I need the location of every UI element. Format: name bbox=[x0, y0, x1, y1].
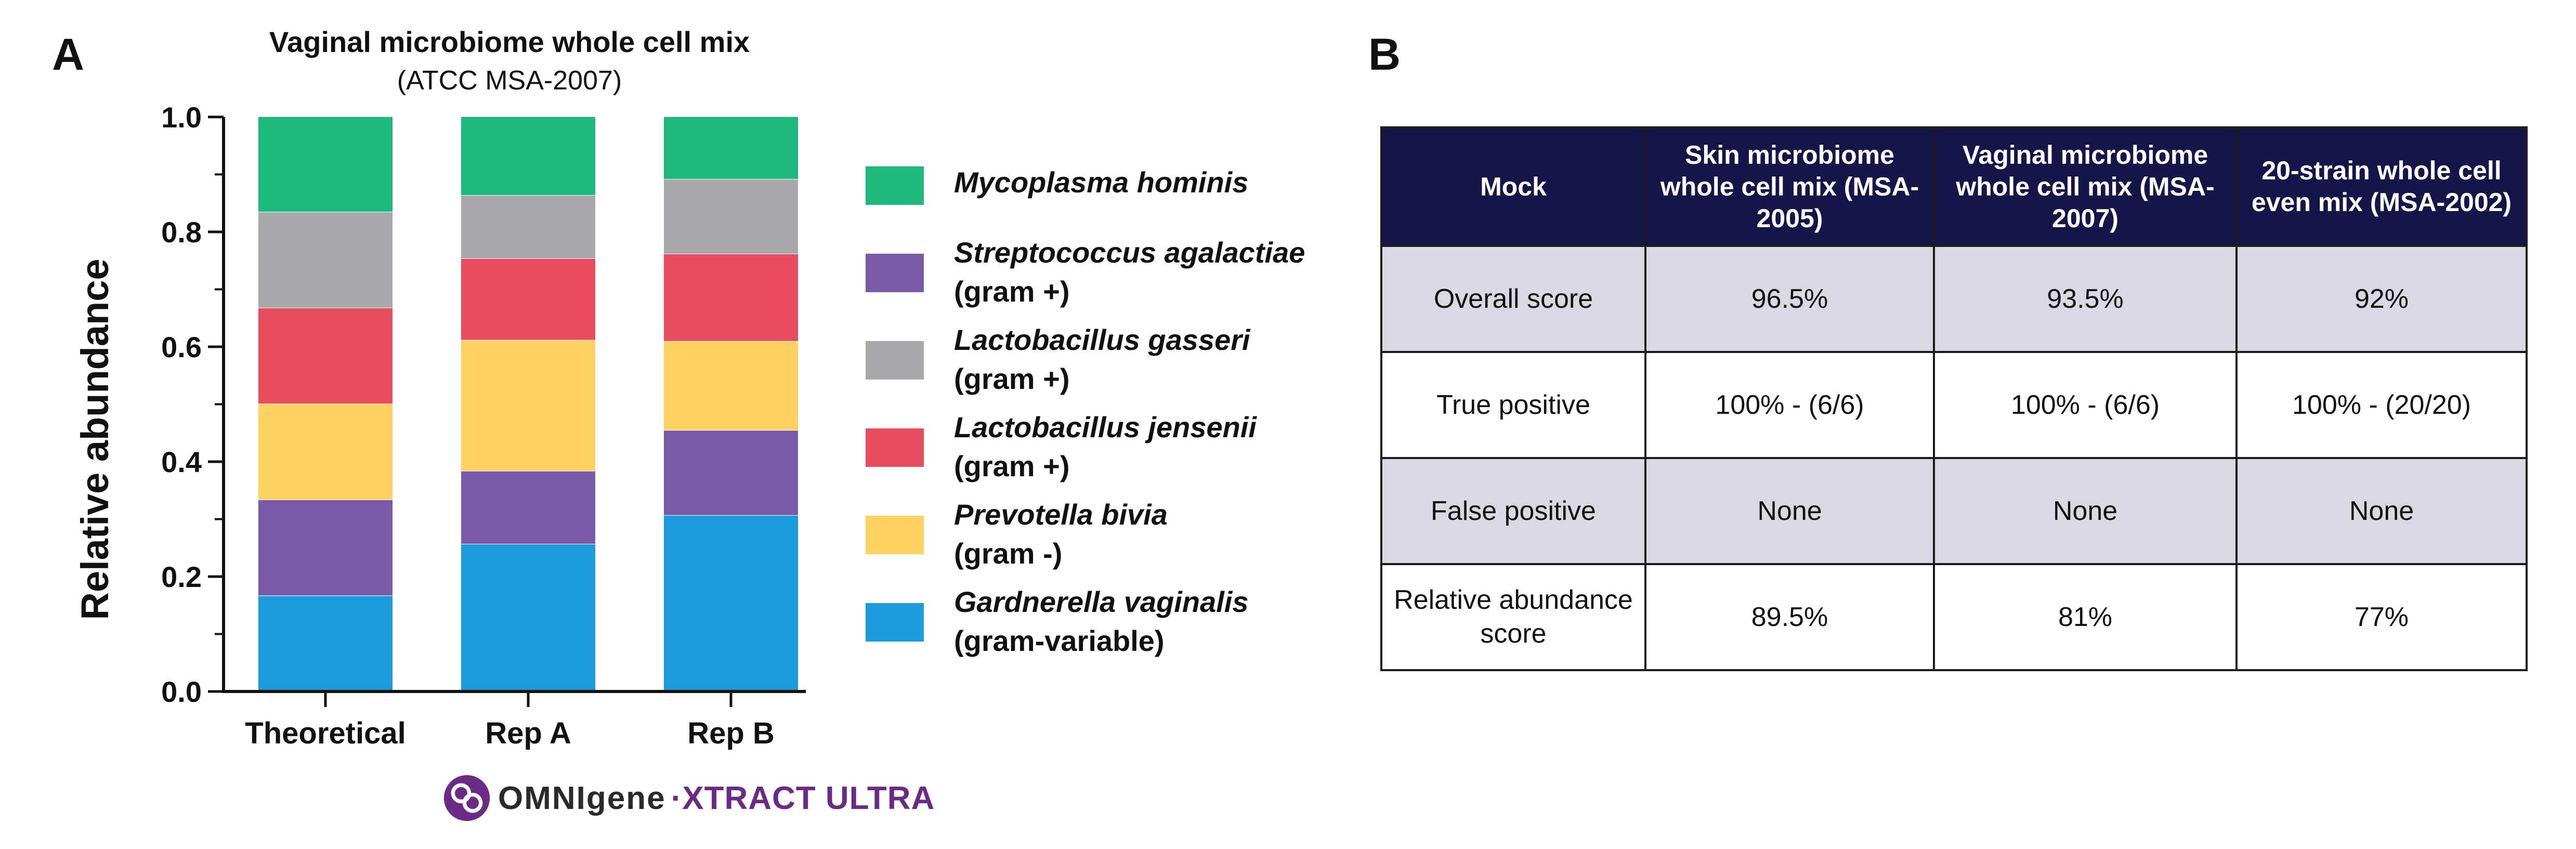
brand-logo: OMNIgene ·XTRACT ULTRA bbox=[443, 772, 935, 824]
table-cell: 96.5% bbox=[1644, 245, 1935, 353]
bar-segment-rep-b-gardnerella-vaginalis bbox=[664, 515, 798, 691]
legend-label: Mycoplasma hominis bbox=[954, 166, 1248, 199]
y-tick-label: 0.6 bbox=[161, 331, 202, 363]
omnigene-logo-icon bbox=[443, 775, 490, 821]
table-row: Overall score 96.5% 93.5% 92% bbox=[1380, 245, 2528, 353]
table-header-row: Mock Skin microbiome whole cell mix (MSA… bbox=[1380, 126, 2528, 247]
y-tick-label: 0.4 bbox=[161, 446, 202, 478]
x-tick-label: Theoretical bbox=[245, 716, 406, 750]
bar-segment-theoretical-mycoplasma-hominis bbox=[258, 117, 393, 212]
legend: Mycoplasma hominis Streptococcus agalacti… bbox=[866, 166, 1305, 657]
bar-segment-theoretical-lactobacillus-jensenii bbox=[258, 307, 393, 404]
brand-name: OMNIgene bbox=[498, 780, 666, 816]
header-skin-mix: Skin microbiome whole cell mix (MSA-2005… bbox=[1644, 126, 1935, 247]
results-table: Mock Skin microbiome whole cell mix (MSA… bbox=[1380, 126, 2528, 671]
legend-item-gardnerella-vaginalis: Gardnerella vaginalis (gram-variable) bbox=[866, 585, 1248, 657]
table-cell: 92% bbox=[2235, 245, 2528, 353]
legend-swatch bbox=[866, 254, 924, 292]
bar-segment-rep-a-lactobacillus-jensenii bbox=[461, 258, 595, 340]
y-tick-label: 1.0 bbox=[161, 101, 202, 134]
bar-segment-rep-b-prevotella-bivia bbox=[664, 341, 798, 430]
table-cell: None bbox=[2235, 457, 2528, 565]
row-label: False positive bbox=[1380, 457, 1646, 565]
legend-label: Streptococcus agalactiae bbox=[954, 236, 1305, 269]
y-tick-label: 0.0 bbox=[161, 675, 202, 708]
bar-segment-theoretical-streptococcus-agalactiae bbox=[258, 499, 393, 596]
bar-segment-rep-b-lactobacillus-gasseri bbox=[664, 179, 798, 254]
bar-segment-theoretical-lactobacillus-gasseri bbox=[258, 212, 393, 308]
legend-swatch bbox=[866, 341, 924, 380]
x-tick-label: Rep A bbox=[485, 716, 571, 750]
table-row: Relative abundance score 89.5% 81% 77% bbox=[1380, 563, 2528, 671]
legend-item-streptococcus-agalactiae: Streptococcus agalactiae (gram +) bbox=[866, 236, 1305, 308]
brand-suffix: ·XTRACT ULTRA bbox=[671, 780, 935, 816]
row-label: Relative abundance score bbox=[1380, 563, 1646, 671]
table-cell: 89.5% bbox=[1644, 563, 1935, 671]
legend-item-lactobacillus-jensenii: Lactobacillus jensenii (gram +) bbox=[866, 411, 1257, 482]
legend-note: (gram +) bbox=[954, 275, 1070, 308]
bar-segment-rep-b-lactobacillus-jensenii bbox=[664, 253, 798, 341]
table-cell: 100% - (20/20) bbox=[2235, 351, 2528, 459]
bar-segment-theoretical-prevotella-bivia bbox=[258, 403, 393, 500]
x-tick-label: Rep B bbox=[687, 716, 775, 750]
legend-swatch bbox=[866, 166, 924, 205]
table-cell: 81% bbox=[1933, 563, 2238, 671]
legend-item-prevotella-bivia: Prevotella bivia (gram -) bbox=[866, 498, 1168, 570]
legend-swatch bbox=[866, 516, 924, 554]
header-even-mix: 20-strain whole cell even mix (MSA-2002) bbox=[2235, 126, 2528, 247]
legend-label: Lactobacillus gasseri bbox=[954, 323, 1251, 356]
table-row: True positive 100% - (6/6) 100% - (6/6) … bbox=[1380, 351, 2528, 459]
legend-label: Gardnerella vaginalis bbox=[954, 585, 1248, 618]
table-row: False positive None None None bbox=[1380, 457, 2528, 565]
legend-note: (gram-variable) bbox=[954, 624, 1165, 657]
table-cell: None bbox=[1644, 457, 1935, 565]
header-vaginal-mix: Vaginal microbiome whole cell mix (MSA-2… bbox=[1933, 126, 2238, 247]
bars-layer bbox=[258, 117, 798, 691]
bar-segment-rep-a-prevotella-bivia bbox=[461, 339, 595, 471]
table-cell: 100% - (6/6) bbox=[1933, 351, 2238, 459]
bar-segment-rep-a-lactobacillus-gasseri bbox=[461, 195, 595, 258]
bar-segment-theoretical-gardnerella-vaginalis bbox=[258, 595, 393, 691]
row-label: True positive bbox=[1380, 351, 1646, 459]
legend-swatch bbox=[866, 428, 924, 467]
header-mock: Mock bbox=[1380, 126, 1646, 247]
y-tick-label: 0.2 bbox=[161, 560, 202, 593]
legend-note: (gram +) bbox=[954, 362, 1070, 395]
panel-label-a: A bbox=[52, 30, 85, 80]
chart-title-group: Vaginal microbiome whole cell mix (ATCC … bbox=[269, 25, 750, 96]
y-axis-label: Relative abundance bbox=[73, 258, 116, 620]
chart-title: Vaginal microbiome whole cell mix bbox=[269, 25, 750, 58]
legend-label: Lactobacillus jensenii bbox=[954, 411, 1257, 443]
bar-segment-rep-b-mycoplasma-hominis bbox=[664, 117, 798, 179]
bar-segment-rep-b-streptococcus-agalactiae bbox=[664, 430, 798, 515]
bar-segment-rep-a-mycoplasma-hominis bbox=[461, 117, 595, 195]
panel-label-b: B bbox=[1368, 30, 1401, 80]
bar-segment-rep-a-gardnerella-vaginalis bbox=[461, 544, 595, 691]
y-tick-label: 0.8 bbox=[161, 216, 202, 249]
bar-segment-rep-a-streptococcus-agalactiae bbox=[461, 471, 595, 544]
legend-item-mycoplasma-hominis: Mycoplasma hominis bbox=[866, 166, 1248, 205]
legend-swatch bbox=[866, 603, 924, 642]
row-label: Overall score bbox=[1380, 245, 1646, 353]
legend-note: (gram -) bbox=[954, 537, 1062, 570]
table-cell: None bbox=[1933, 457, 2238, 565]
legend-note: (gram +) bbox=[954, 450, 1070, 482]
axis-layer: 0.0 0.2 0.4 0.6 0.8 1.0 Theoretical Rep A Rep B bbox=[161, 101, 806, 750]
legend-label: Prevotella bivia bbox=[954, 498, 1168, 531]
table-cell: 93.5% bbox=[1933, 245, 2238, 353]
chart-subtitle: (ATCC MSA-2007) bbox=[397, 66, 622, 96]
table-cell: 77% bbox=[2235, 563, 2528, 671]
legend-item-lactobacillus-gasseri: Lactobacillus gasseri (gram +) bbox=[866, 323, 1251, 395]
table-cell: 100% - (6/6) bbox=[1644, 351, 1935, 459]
